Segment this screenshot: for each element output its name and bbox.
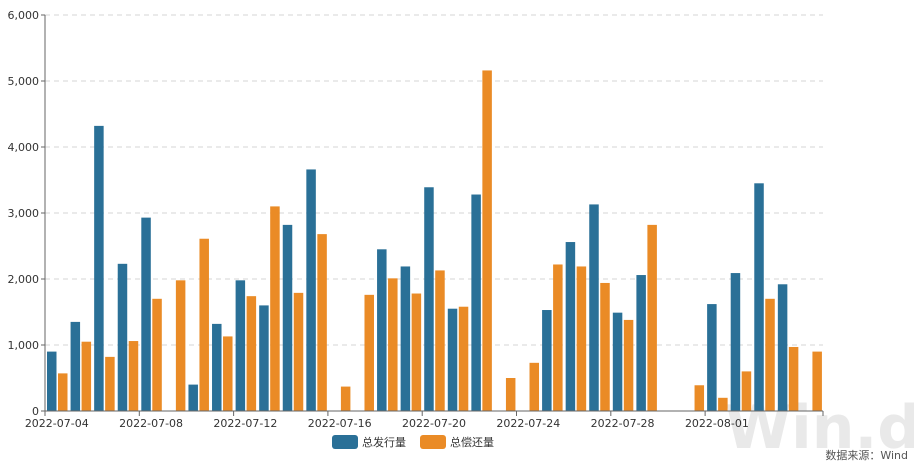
bar-repayment[interactable] (364, 294, 374, 411)
bar-repayment[interactable] (553, 264, 563, 411)
bar-repayment[interactable] (482, 70, 492, 411)
bar-repayment[interactable] (765, 298, 775, 411)
bar-repayment[interactable] (647, 224, 657, 411)
bar-repayment[interactable] (718, 397, 728, 411)
bar-issuance[interactable] (282, 224, 293, 411)
bar-repayment[interactable] (411, 293, 422, 411)
bar-repayment[interactable] (388, 278, 398, 411)
bar-issuance[interactable] (565, 242, 576, 411)
bar-repayment[interactable] (435, 270, 445, 411)
grid-lines (45, 14, 823, 346)
bar-issuance[interactable] (589, 204, 599, 411)
bars (47, 70, 822, 411)
y-tick-label: 3,000 (8, 207, 40, 220)
bar-issuance[interactable] (259, 305, 269, 411)
bar-issuance[interactable] (377, 249, 387, 411)
bar-repayment[interactable] (81, 341, 92, 411)
bar-repayment[interactable] (58, 373, 68, 411)
data-source: 数据来源：Wind (825, 448, 908, 462)
legend[interactable]: 总发行量 总偿还量 (332, 435, 494, 449)
bar-issuance[interactable] (447, 308, 458, 411)
legend-item-issuance[interactable]: 总发行量 (332, 435, 406, 449)
bar-issuance[interactable] (400, 266, 411, 411)
bar-repayment[interactable] (600, 282, 610, 411)
x-tick-label: 2022-07-28 (591, 417, 655, 430)
bar-issuance[interactable] (70, 321, 81, 411)
bar-repayment[interactable] (223, 336, 233, 411)
bar-repayment[interactable] (529, 362, 540, 411)
bar-issuance[interactable] (424, 187, 434, 411)
x-tick-label: 2022-07-08 (119, 417, 183, 430)
bar-issuance[interactable] (235, 280, 246, 411)
y-tick-label: 4,000 (8, 141, 40, 154)
y-tick-label: 5,000 (8, 75, 40, 88)
x-tick-label: 2022-07-24 (496, 417, 560, 430)
bar-repayment[interactable] (741, 371, 752, 411)
bar-repayment[interactable] (199, 238, 209, 411)
x-tick-label: 2022-07-16 (308, 417, 372, 430)
bar-repayment[interactable] (340, 386, 351, 411)
bar-repayment[interactable] (623, 319, 634, 411)
bar-issuance[interactable] (636, 275, 646, 411)
bar-issuance[interactable] (188, 384, 198, 411)
bar-issuance[interactable] (471, 194, 481, 411)
bar-repayment[interactable] (788, 346, 799, 411)
bar-repayment[interactable] (270, 206, 280, 411)
bar-issuance[interactable] (212, 323, 222, 411)
x-tick-label: 2022-08-01 (685, 417, 749, 430)
bar-repayment[interactable] (505, 378, 516, 411)
x-tick-label: 2022-07-12 (213, 417, 277, 430)
bar-issuance[interactable] (730, 273, 741, 411)
y-tick-label: 6,000 (8, 9, 40, 22)
bar-repayment[interactable] (128, 341, 139, 411)
bar-repayment[interactable] (694, 385, 705, 411)
bar-repayment[interactable] (152, 298, 162, 411)
legend-label-issuance: 总发行量 (362, 435, 406, 449)
bar-repayment[interactable] (812, 351, 822, 411)
bar-issuance[interactable] (141, 217, 151, 411)
bar-repayment[interactable] (317, 234, 327, 411)
bar-issuance[interactable] (306, 169, 316, 411)
legend-swatch-issuance (332, 435, 358, 449)
bar-repayment[interactable] (293, 292, 304, 411)
bar-issuance[interactable] (47, 351, 57, 411)
x-tick-label: 2022-07-20 (402, 417, 466, 430)
bar-issuance[interactable] (754, 183, 764, 411)
bar-repayment[interactable] (175, 280, 186, 411)
y-tick-label: 2,000 (8, 273, 40, 286)
x-tick-label: 2022-07-04 (25, 417, 89, 430)
bar-repayment[interactable] (458, 306, 469, 411)
y-tick-label: 1,000 (8, 339, 40, 352)
bar-repayment[interactable] (246, 296, 257, 411)
legend-swatch-repayment (420, 435, 446, 449)
bar-issuance[interactable] (117, 263, 128, 411)
y-axis: 0 1,000 2,000 3,000 4,000 5,000 6,000 (8, 9, 46, 418)
x-axis: 2022-07-04 2022-07-08 2022-07-12 2022-07-16… (25, 410, 824, 430)
y-tick-label: 0 (32, 405, 39, 418)
legend-item-repayment[interactable]: 总偿还量 (420, 435, 494, 449)
bar-repayment[interactable] (105, 356, 115, 411)
bar-issuance[interactable] (542, 310, 552, 411)
bar-issuance[interactable] (707, 304, 717, 411)
bar-repayment[interactable] (576, 266, 587, 411)
bar-issuance[interactable] (612, 312, 623, 411)
legend-label-repayment: 总偿还量 (450, 435, 494, 449)
bar-issuance[interactable] (777, 284, 788, 411)
bar-issuance[interactable] (94, 125, 104, 411)
